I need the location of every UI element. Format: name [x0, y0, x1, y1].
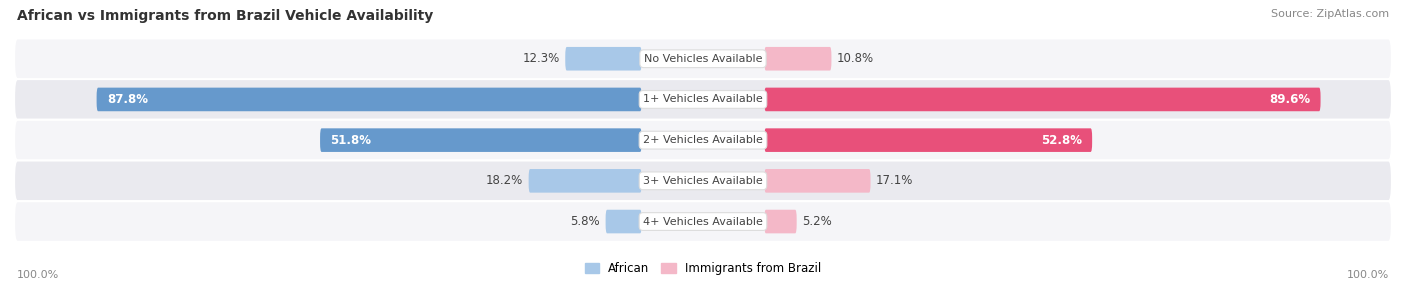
Text: African vs Immigrants from Brazil Vehicle Availability: African vs Immigrants from Brazil Vehicl… — [17, 9, 433, 23]
FancyBboxPatch shape — [765, 47, 831, 71]
Text: 3+ Vehicles Available: 3+ Vehicles Available — [643, 176, 763, 186]
Text: 5.8%: 5.8% — [571, 215, 600, 228]
Text: 51.8%: 51.8% — [330, 134, 371, 147]
Legend: African, Immigrants from Brazil: African, Immigrants from Brazil — [581, 258, 825, 280]
Text: 2+ Vehicles Available: 2+ Vehicles Available — [643, 135, 763, 145]
Text: 18.2%: 18.2% — [486, 174, 523, 187]
Text: 12.3%: 12.3% — [523, 52, 560, 65]
Text: 4+ Vehicles Available: 4+ Vehicles Available — [643, 217, 763, 227]
Text: 1+ Vehicles Available: 1+ Vehicles Available — [643, 94, 763, 104]
FancyBboxPatch shape — [565, 47, 641, 71]
FancyBboxPatch shape — [14, 79, 1392, 120]
Text: 100.0%: 100.0% — [17, 270, 59, 280]
Text: No Vehicles Available: No Vehicles Available — [644, 54, 762, 64]
FancyBboxPatch shape — [765, 210, 797, 233]
FancyBboxPatch shape — [14, 38, 1392, 79]
Text: 89.6%: 89.6% — [1270, 93, 1310, 106]
FancyBboxPatch shape — [14, 201, 1392, 242]
FancyBboxPatch shape — [765, 169, 870, 193]
Text: 100.0%: 100.0% — [1347, 270, 1389, 280]
FancyBboxPatch shape — [14, 120, 1392, 160]
FancyBboxPatch shape — [97, 88, 641, 111]
FancyBboxPatch shape — [606, 210, 641, 233]
Text: 5.2%: 5.2% — [803, 215, 832, 228]
FancyBboxPatch shape — [765, 128, 1092, 152]
FancyBboxPatch shape — [321, 128, 641, 152]
Text: 87.8%: 87.8% — [107, 93, 148, 106]
Text: 10.8%: 10.8% — [837, 52, 875, 65]
FancyBboxPatch shape — [765, 88, 1320, 111]
Text: 17.1%: 17.1% — [876, 174, 914, 187]
Text: Source: ZipAtlas.com: Source: ZipAtlas.com — [1271, 9, 1389, 19]
FancyBboxPatch shape — [529, 169, 641, 193]
FancyBboxPatch shape — [14, 160, 1392, 201]
Text: 52.8%: 52.8% — [1040, 134, 1081, 147]
